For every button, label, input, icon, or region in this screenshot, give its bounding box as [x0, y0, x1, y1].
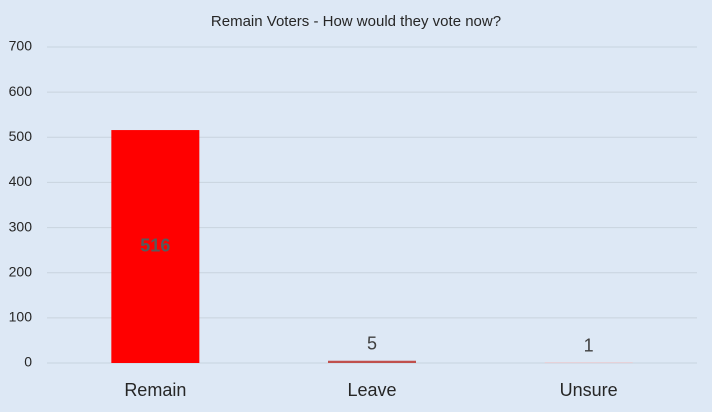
x-tick-label: Unsure [560, 380, 618, 400]
bar [328, 360, 416, 363]
y-tick-label: 300 [9, 218, 33, 234]
y-tick-label: 700 [9, 38, 33, 54]
data-label: 516 [140, 235, 170, 255]
y-tick-label: 500 [9, 128, 33, 144]
bar [111, 130, 200, 363]
chart-title: Remain Voters - How would they vote now? [211, 13, 501, 30]
x-tick-label: Leave [347, 380, 396, 400]
y-tick-label: 400 [9, 173, 33, 189]
y-tick-label: 200 [9, 263, 33, 279]
data-label: 5 [367, 333, 377, 353]
bar [544, 362, 633, 364]
y-tick-label: 0 [24, 354, 32, 370]
y-tick-label: 600 [9, 83, 33, 99]
x-tick-label: Remain [124, 380, 186, 400]
data-label: 1 [584, 335, 594, 355]
y-tick-label: 100 [9, 309, 33, 325]
